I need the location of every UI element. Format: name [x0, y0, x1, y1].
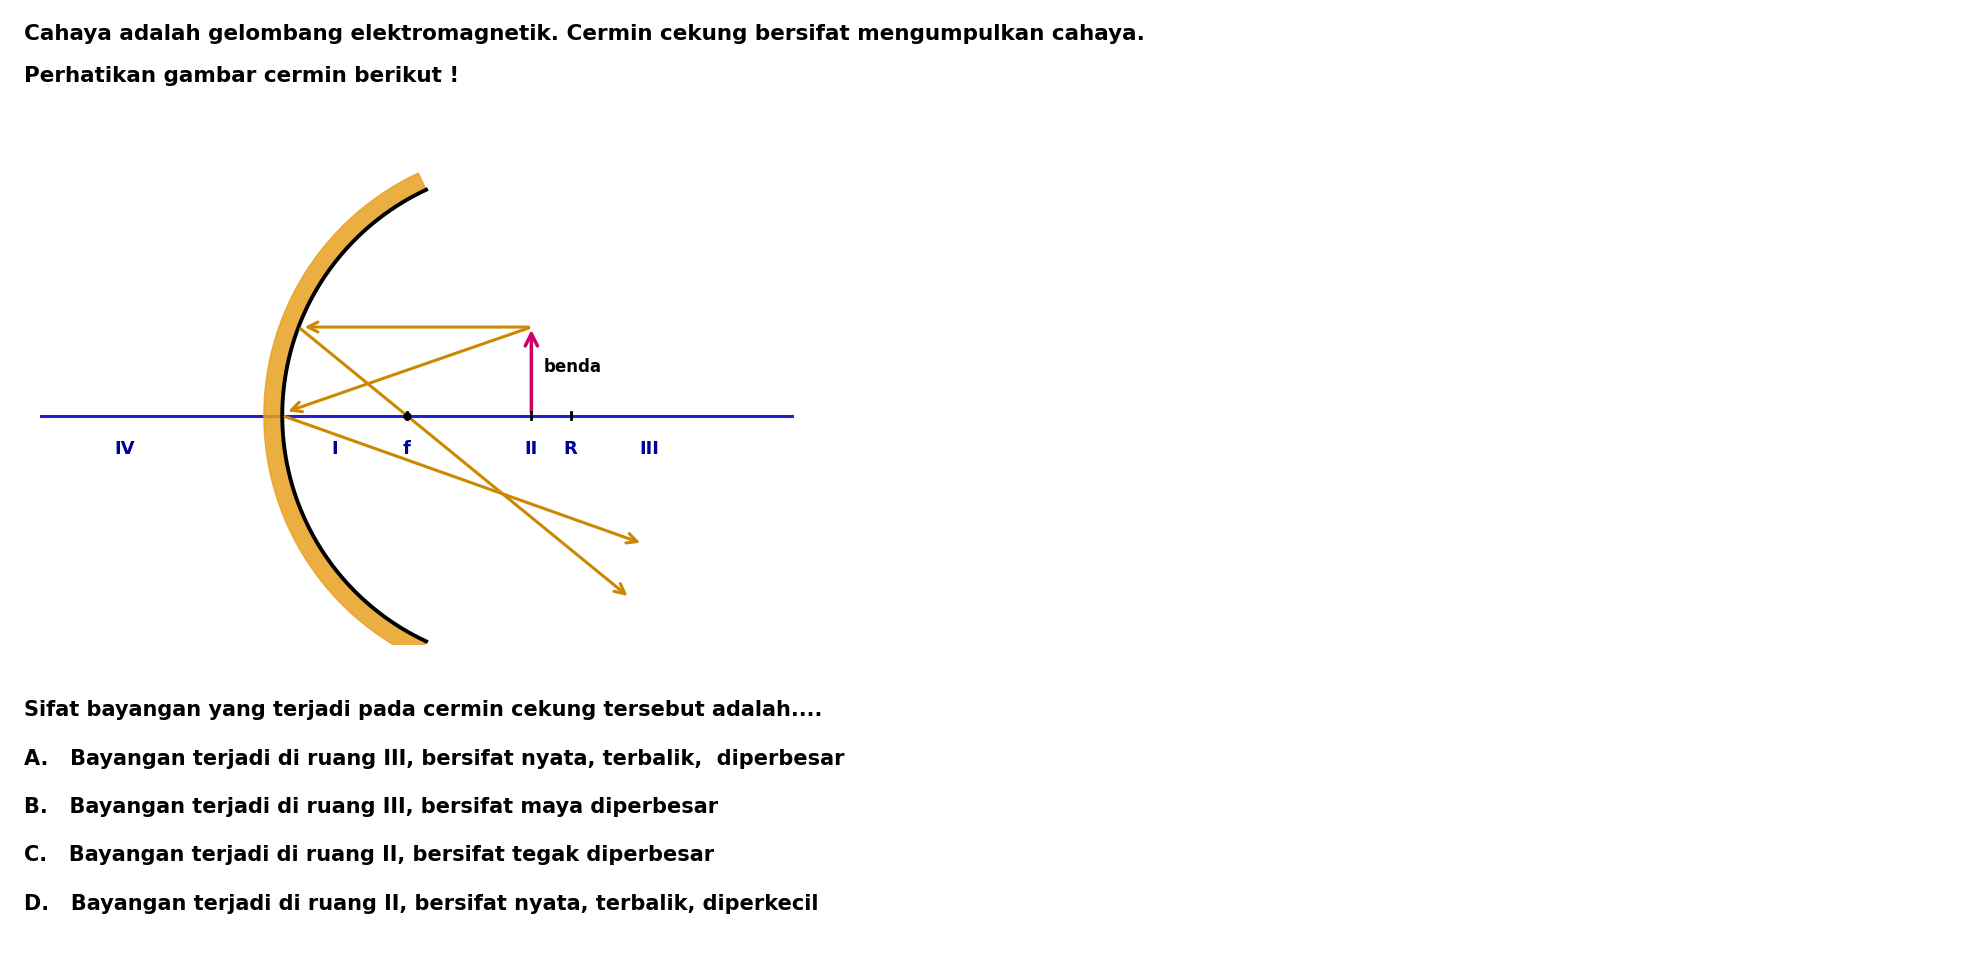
Text: A.   Bayangan terjadi di ruang III, bersifat nyata, terbalik,  diperbesar: A. Bayangan terjadi di ruang III, bersif…	[24, 749, 845, 769]
Text: Perhatikan gambar cermin berikut !: Perhatikan gambar cermin berikut !	[24, 66, 458, 86]
Text: B.   Bayangan terjadi di ruang III, bersifat maya diperbesar: B. Bayangan terjadi di ruang III, bersif…	[24, 797, 718, 817]
Text: C.   Bayangan terjadi di ruang II, bersifat tegak diperbesar: C. Bayangan terjadi di ruang II, bersifa…	[24, 845, 714, 866]
Text: III: III	[639, 440, 659, 459]
Text: II: II	[524, 440, 538, 459]
Text: D.   Bayangan terjadi di ruang II, bersifat nyata, terbalik, diperkecil: D. Bayangan terjadi di ruang II, bersifa…	[24, 894, 817, 914]
Text: f: f	[403, 440, 411, 459]
Text: benda: benda	[544, 357, 601, 376]
Text: I: I	[331, 440, 337, 459]
Text: IV: IV	[115, 440, 135, 459]
Text: Sifat bayangan yang terjadi pada cermin cekung tersebut adalah....: Sifat bayangan yang terjadi pada cermin …	[24, 700, 821, 721]
Text: R: R	[563, 440, 577, 459]
Text: Cahaya adalah gelombang elektromagnetik. Cermin cekung bersifat mengumpulkan cah: Cahaya adalah gelombang elektromagnetik.…	[24, 24, 1145, 44]
Polygon shape	[264, 173, 427, 658]
